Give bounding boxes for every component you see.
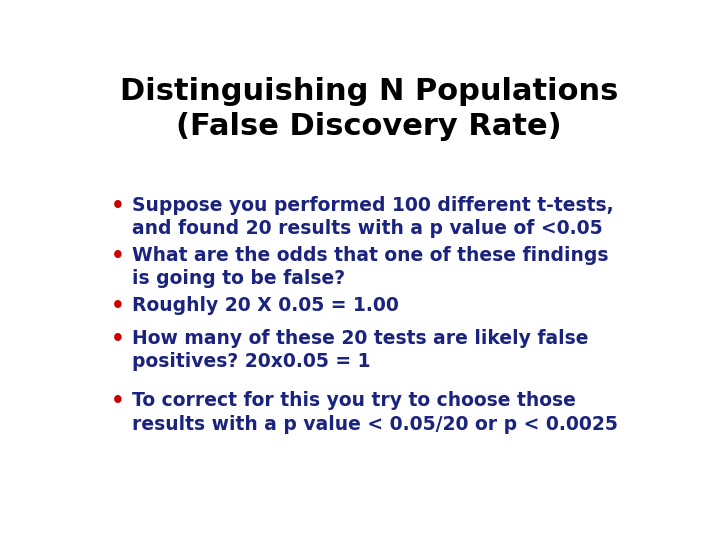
Text: •: • bbox=[111, 329, 125, 349]
Text: Roughly 20 X 0.05 = 1.00: Roughly 20 X 0.05 = 1.00 bbox=[132, 295, 399, 315]
Text: •: • bbox=[111, 196, 125, 216]
Text: •: • bbox=[111, 246, 125, 266]
Text: Suppose you performed 100 different t-tests,
and found 20 results with a p value: Suppose you performed 100 different t-te… bbox=[132, 196, 613, 238]
Text: Distinguishing N Populations
(False Discovery Rate): Distinguishing N Populations (False Disc… bbox=[120, 77, 618, 141]
Text: How many of these 20 tests are likely false
positives? 20x0.05 = 1: How many of these 20 tests are likely fa… bbox=[132, 329, 588, 372]
Text: What are the odds that one of these findings
is going to be false?: What are the odds that one of these find… bbox=[132, 246, 608, 288]
Text: To correct for this you try to choose those
results with a p value < 0.05/20 or : To correct for this you try to choose th… bbox=[132, 391, 618, 434]
Text: •: • bbox=[111, 295, 125, 315]
Text: •: • bbox=[111, 391, 125, 411]
